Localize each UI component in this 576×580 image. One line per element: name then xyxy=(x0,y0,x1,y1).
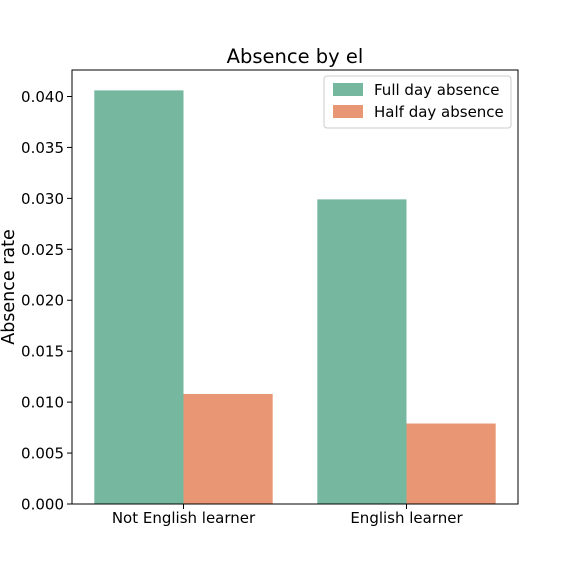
legend-label-full-day: Full day absence xyxy=(374,81,500,99)
y-tick-label: 0.020 xyxy=(21,292,64,310)
bar-half-day-not-english-learner xyxy=(184,394,273,504)
y-tick-label: 0.000 xyxy=(21,496,64,514)
y-tick-label: 0.030 xyxy=(21,190,64,208)
x-tick-label: English learner xyxy=(350,509,463,527)
y-tick-label: 0.025 xyxy=(21,241,64,259)
y-tick-label: 0.015 xyxy=(21,343,64,361)
bars-layer xyxy=(94,90,495,504)
legend-swatch-half-day xyxy=(333,105,363,118)
y-tick-label: 0.035 xyxy=(21,139,64,157)
legend: Full day absence Half day absence xyxy=(324,76,511,128)
x-axis: Not English learner English learner xyxy=(112,504,464,527)
legend-label-half-day: Half day absence xyxy=(374,103,504,121)
y-axis-label: Absence rate xyxy=(0,229,19,345)
y-tick-label: 0.040 xyxy=(21,88,64,106)
bar-full-day-english-learner xyxy=(317,199,406,504)
x-tick-label: Not English learner xyxy=(112,509,256,527)
legend-swatch-full-day xyxy=(333,83,363,96)
y-tick-label: 0.010 xyxy=(21,394,64,412)
bar-full-day-not-english-learner xyxy=(94,90,183,504)
chart-title: Absence by el xyxy=(227,45,364,68)
y-axis: 0.000 0.005 0.010 0.015 0.020 0.025 0.030 0.035… xyxy=(21,88,72,514)
y-tick-label: 0.005 xyxy=(21,445,64,463)
bar-half-day-english-learner xyxy=(407,424,496,504)
